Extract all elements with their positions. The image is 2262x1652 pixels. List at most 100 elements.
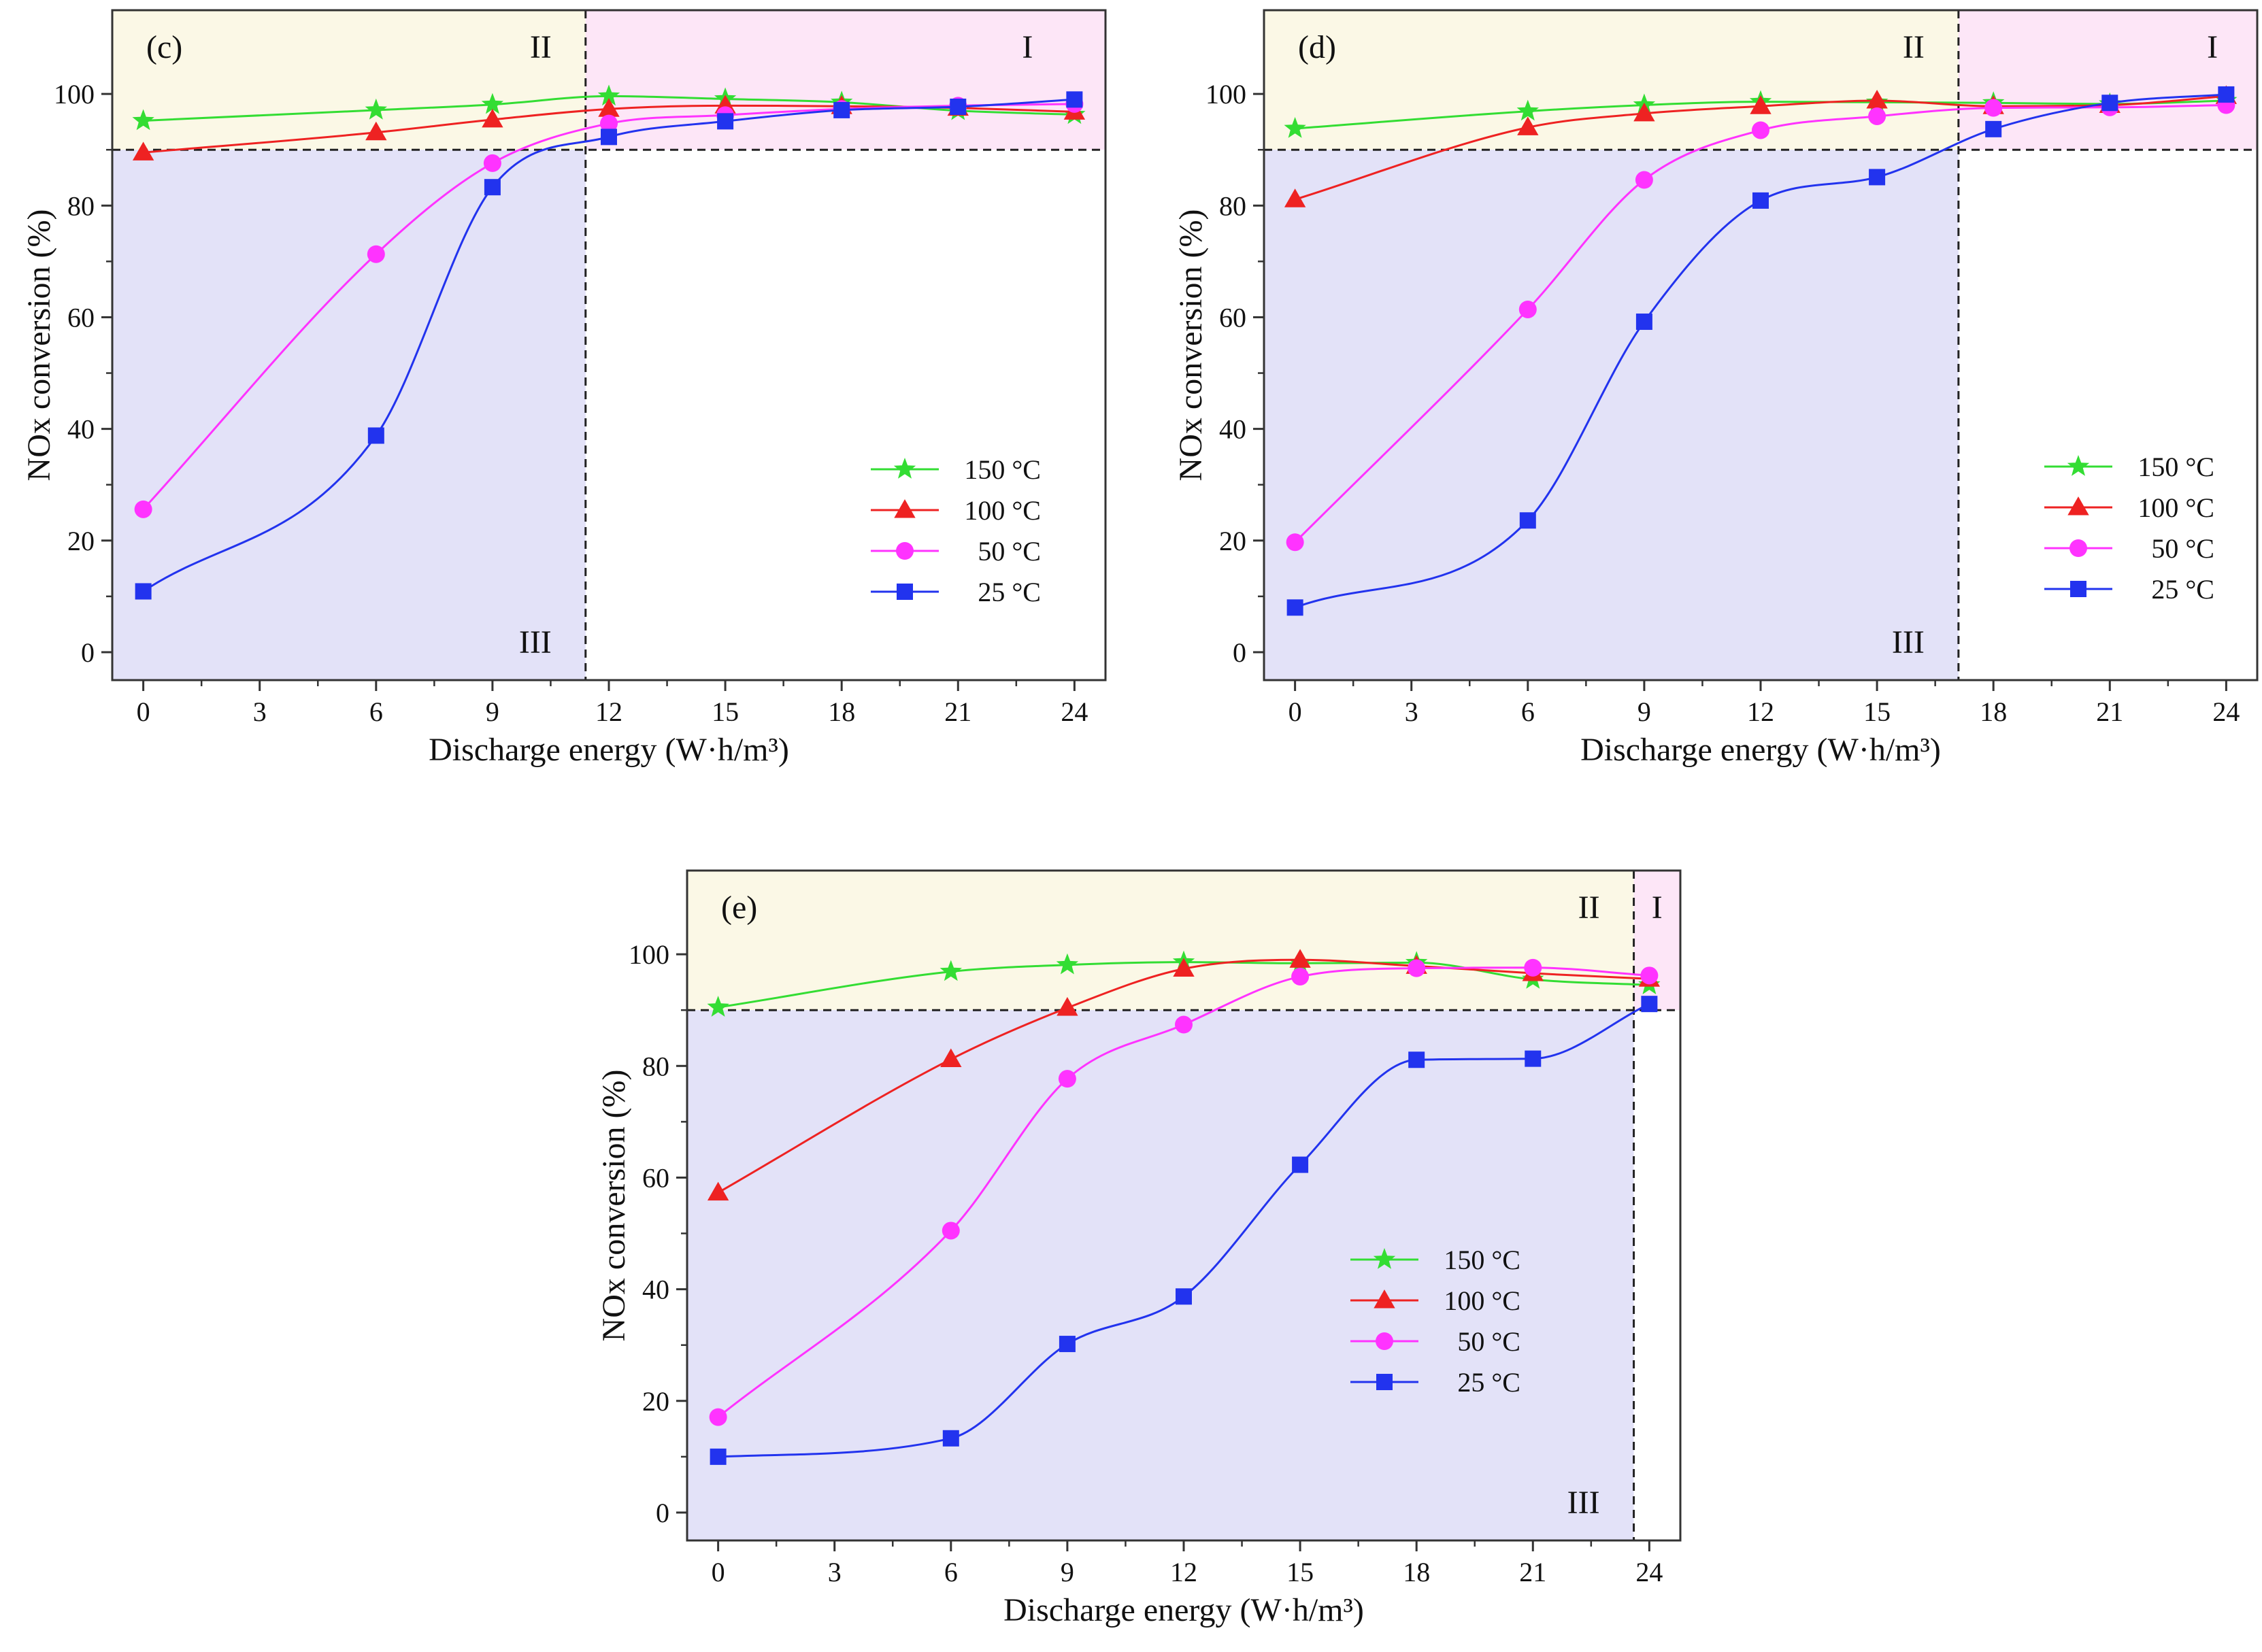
data-point <box>1635 314 1652 331</box>
data-point <box>1869 169 1886 186</box>
legend-label: 150 °C <box>964 454 1041 485</box>
data-point <box>482 108 503 128</box>
legend-label: 25 °C <box>2151 574 2214 605</box>
panel-label: (d) <box>1298 29 1336 65</box>
legend-label: 100 °C <box>964 495 1041 526</box>
legend-label: 25 °C <box>1457 1367 1520 1398</box>
data-point <box>1984 99 2003 117</box>
x-tick-label: 3 <box>1405 696 1418 727</box>
y-tick-label: 100 <box>629 939 669 970</box>
zone-III-region <box>1264 150 1959 681</box>
y-tick-label: 0 <box>81 637 95 668</box>
data-point <box>2101 95 2118 112</box>
x-tick-label: 21 <box>944 696 971 727</box>
zone-III-label: III <box>1567 1485 1600 1521</box>
y-tick-label: 60 <box>1219 302 1246 333</box>
x-axis-label: Discharge energy (W·h/m³) <box>429 732 789 768</box>
data-point <box>134 500 152 518</box>
zone-II-label: II <box>530 29 552 65</box>
x-axis-label: Discharge energy (W·h/m³) <box>1580 732 1941 768</box>
x-tick-label: 12 <box>595 696 622 727</box>
y-tick-label: 0 <box>656 1498 669 1528</box>
data-point <box>1517 116 1539 135</box>
y-tick-label: 100 <box>54 79 95 109</box>
data-point <box>1525 1050 1542 1067</box>
x-tick-label: 6 <box>1521 696 1535 727</box>
legend-label: 50 °C <box>1457 1326 1520 1357</box>
legend: 150 °C 100 °C 50 °C 25 °C <box>871 454 1041 607</box>
legend-label: 25 °C <box>978 577 1041 607</box>
y-tick-label: 20 <box>1219 526 1246 556</box>
series-50C <box>709 958 1659 1426</box>
data-point <box>1633 102 1655 122</box>
legend-marker <box>2069 539 2087 557</box>
x-tick-label: 21 <box>1519 1557 1546 1587</box>
x-tick-label: 9 <box>1637 696 1651 727</box>
data-point <box>833 101 850 118</box>
data-point <box>950 99 967 116</box>
y-axis-label: NOx conversion (%) <box>1173 209 1209 482</box>
data-point <box>598 98 620 117</box>
data-point <box>132 109 154 131</box>
y-tick-label: 40 <box>642 1275 669 1305</box>
x-tick-label: 0 <box>137 696 150 727</box>
data-point <box>1291 967 1310 985</box>
zone-III-label: III <box>1892 624 1925 660</box>
legend-marker <box>893 458 916 479</box>
legend: 150 °C 100 °C 50 °C 25 °C <box>1350 1245 1520 1398</box>
data-point <box>1750 95 1772 114</box>
y-tick-label: 80 <box>67 190 95 221</box>
data-point <box>601 129 617 146</box>
data-point <box>707 996 729 1017</box>
x-tick-label: 3 <box>828 1557 842 1587</box>
x-tick-label: 18 <box>828 696 855 727</box>
x-tick-label: 6 <box>944 1557 958 1587</box>
data-point <box>1059 1336 1076 1353</box>
x-tick-label: 15 <box>1286 1557 1314 1587</box>
series-line <box>143 95 1075 122</box>
panel-d: 0 3 6 9 12 15 18 21 24 0 20 40 60 80 100 Discharge ener… <box>1173 9 2259 768</box>
legend-marker <box>2067 496 2089 516</box>
data-point <box>1173 958 1195 977</box>
data-point <box>135 583 152 600</box>
x-tick-label: 18 <box>1403 1557 1430 1587</box>
data-point <box>597 84 620 106</box>
data-point <box>481 92 504 114</box>
series-line <box>717 966 1650 1418</box>
y-tick-label: 40 <box>67 414 95 445</box>
data-point <box>367 245 385 263</box>
data-point <box>365 98 387 120</box>
data-point <box>939 960 962 981</box>
data-point <box>1641 996 1658 1013</box>
x-tick-label: 24 <box>1061 696 1088 727</box>
data-point <box>942 1221 960 1240</box>
legend-marker <box>2070 581 2086 597</box>
zone-I-label: I <box>2207 29 2218 65</box>
legend-label: 100 °C <box>2138 492 2214 523</box>
zone-I-region <box>1958 10 2257 150</box>
data-point <box>1284 188 1306 207</box>
data-point <box>717 113 734 130</box>
y-tick-label: 20 <box>67 526 95 556</box>
x-tick-label: 3 <box>253 696 267 727</box>
series-line <box>717 958 1650 1194</box>
data-point <box>1516 99 1539 121</box>
panel-c: 0 3 6 9 12 15 18 21 24 0 20 40 60 80 100 Discharge ener… <box>21 9 1107 768</box>
data-point <box>484 179 501 196</box>
data-point <box>365 121 387 141</box>
data-point <box>1058 1070 1076 1088</box>
data-point <box>600 114 618 133</box>
data-point <box>1286 533 1304 552</box>
data-point <box>1056 953 1079 975</box>
data-point <box>942 1430 959 1447</box>
data-point <box>1284 117 1306 138</box>
legend-marker <box>1376 1374 1393 1390</box>
data-point <box>940 1048 962 1067</box>
zone-I-label: I <box>1022 29 1033 65</box>
zone-I-label: I <box>1652 890 1663 926</box>
data-point <box>2218 86 2235 103</box>
panel-label: (e) <box>721 890 757 926</box>
legend-marker <box>1374 1289 1395 1309</box>
data-point <box>367 427 384 444</box>
